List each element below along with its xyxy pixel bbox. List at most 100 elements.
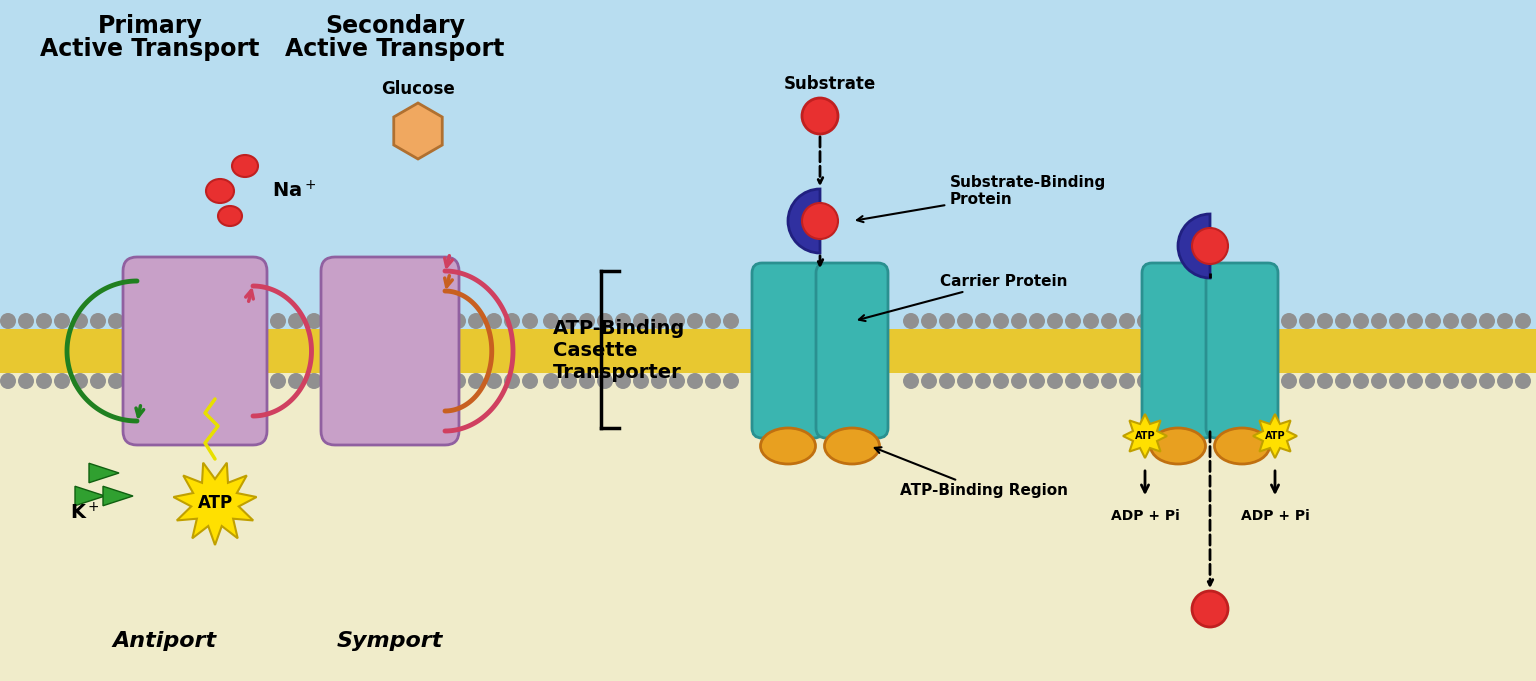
Circle shape [252, 373, 267, 389]
Circle shape [1048, 313, 1063, 329]
Circle shape [54, 373, 71, 389]
Circle shape [1246, 313, 1261, 329]
Wedge shape [1178, 214, 1210, 278]
Circle shape [1299, 373, 1315, 389]
Circle shape [1498, 313, 1513, 329]
Text: ATP-Binding Region: ATP-Binding Region [874, 447, 1068, 498]
Circle shape [561, 373, 578, 389]
Circle shape [1209, 373, 1226, 389]
Circle shape [343, 373, 358, 389]
Text: Active Transport: Active Transport [40, 37, 260, 61]
Text: ATP: ATP [1264, 431, 1286, 441]
Circle shape [544, 313, 559, 329]
Circle shape [1011, 313, 1028, 329]
Circle shape [1101, 373, 1117, 389]
Text: Secondary: Secondary [326, 14, 465, 38]
Circle shape [1407, 373, 1422, 389]
Circle shape [670, 373, 685, 389]
Ellipse shape [1215, 428, 1269, 464]
Circle shape [687, 373, 703, 389]
Circle shape [1227, 373, 1243, 389]
Circle shape [1498, 373, 1513, 389]
Circle shape [1335, 373, 1352, 389]
Circle shape [1335, 313, 1352, 329]
Polygon shape [393, 103, 442, 159]
Circle shape [359, 373, 376, 389]
Circle shape [1155, 313, 1170, 329]
Circle shape [289, 313, 304, 329]
Polygon shape [174, 462, 257, 545]
Circle shape [723, 373, 739, 389]
Text: ATP: ATP [198, 494, 232, 512]
Text: ADP + Pi: ADP + Pi [1111, 509, 1180, 523]
Circle shape [1209, 313, 1226, 329]
Circle shape [1372, 373, 1387, 389]
Circle shape [1316, 373, 1333, 389]
Polygon shape [103, 486, 134, 506]
Polygon shape [1123, 414, 1167, 458]
Circle shape [504, 373, 521, 389]
Circle shape [1029, 313, 1044, 329]
Text: ATP-Binding
Casette
Transporter: ATP-Binding Casette Transporter [553, 319, 685, 381]
Circle shape [35, 313, 52, 329]
Circle shape [1479, 373, 1495, 389]
Circle shape [485, 313, 502, 329]
Circle shape [72, 313, 88, 329]
Circle shape [289, 373, 304, 389]
Circle shape [1263, 373, 1279, 389]
Circle shape [468, 313, 484, 329]
Circle shape [522, 313, 538, 329]
Wedge shape [788, 189, 820, 253]
Circle shape [522, 373, 538, 389]
Circle shape [35, 373, 52, 389]
Circle shape [54, 313, 71, 329]
Text: Substrate-Binding
Protein: Substrate-Binding Protein [857, 175, 1106, 222]
Circle shape [1281, 313, 1296, 329]
Circle shape [938, 313, 955, 329]
Circle shape [1064, 313, 1081, 329]
Circle shape [579, 373, 594, 389]
Circle shape [1174, 373, 1189, 389]
Circle shape [1389, 373, 1405, 389]
Circle shape [1011, 373, 1028, 389]
Circle shape [1083, 313, 1098, 329]
Circle shape [432, 313, 449, 329]
Circle shape [1425, 373, 1441, 389]
Ellipse shape [218, 206, 243, 226]
Bar [544, 329, 1536, 373]
Circle shape [1372, 313, 1387, 329]
Bar [0, 329, 544, 373]
FancyBboxPatch shape [816, 263, 888, 438]
Circle shape [108, 373, 124, 389]
Circle shape [651, 373, 667, 389]
Circle shape [938, 373, 955, 389]
Circle shape [1192, 228, 1227, 264]
Circle shape [1101, 313, 1117, 329]
Circle shape [975, 313, 991, 329]
Circle shape [108, 313, 124, 329]
Text: Active Transport: Active Transport [286, 37, 505, 61]
Circle shape [922, 373, 937, 389]
FancyBboxPatch shape [123, 257, 267, 445]
Circle shape [579, 313, 594, 329]
Circle shape [614, 313, 631, 329]
Circle shape [1316, 313, 1333, 329]
Circle shape [126, 373, 141, 389]
Circle shape [723, 313, 739, 329]
Text: Na$^+$: Na$^+$ [272, 180, 316, 202]
FancyBboxPatch shape [1141, 263, 1213, 438]
Circle shape [485, 373, 502, 389]
Circle shape [1227, 313, 1243, 329]
Text: K$^+$: K$^+$ [71, 503, 100, 524]
Circle shape [306, 373, 323, 389]
Circle shape [1461, 373, 1478, 389]
Circle shape [1137, 313, 1154, 329]
Circle shape [270, 373, 286, 389]
Circle shape [450, 373, 465, 389]
Circle shape [324, 373, 339, 389]
Ellipse shape [1150, 428, 1206, 464]
FancyBboxPatch shape [1206, 263, 1278, 438]
Circle shape [343, 313, 358, 329]
Circle shape [1425, 313, 1441, 329]
Text: Substrate: Substrate [783, 75, 876, 93]
